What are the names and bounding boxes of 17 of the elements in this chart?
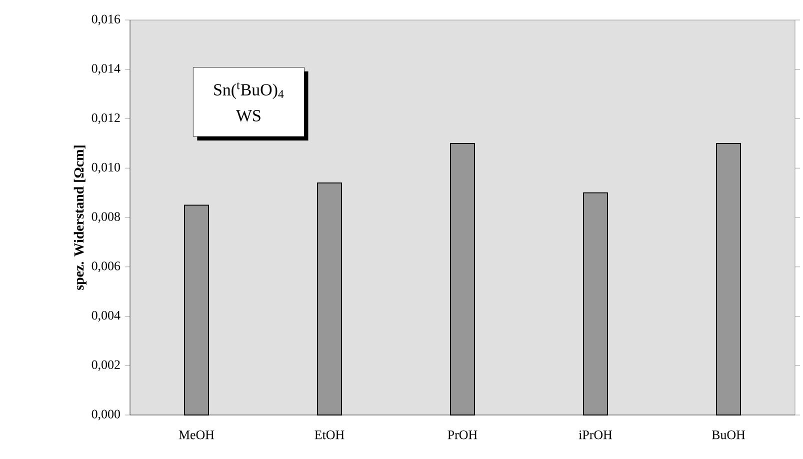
x-tick-label: MeOH bbox=[178, 430, 214, 440]
y-tick-label: 0,004 bbox=[92, 310, 120, 322]
y-tick-label: 0,016 bbox=[92, 14, 120, 26]
x-tick-label: iPrOH bbox=[578, 430, 612, 440]
y-tick-label: 0,010 bbox=[92, 162, 120, 174]
y-tick-label: 0,006 bbox=[92, 262, 120, 272]
y-tick-label: 0,008 bbox=[92, 212, 120, 223]
y-tick-label: 0,012 bbox=[92, 113, 120, 124]
x-tick-label: BuOH bbox=[712, 430, 746, 440]
x-tick-label: PrOH bbox=[448, 430, 478, 440]
annotation: Sn($^{t}$BuO)$_{4}$ bbox=[214, 82, 284, 99]
y-axis-title: spez. Widerstand [Ωcm] bbox=[74, 146, 87, 290]
annotation: WS bbox=[236, 110, 260, 122]
y-tick-label: 0,014 bbox=[92, 64, 120, 75]
x-tick-label: EtOH bbox=[314, 430, 344, 440]
y-tick-label: 0,000 bbox=[92, 410, 120, 420]
y-tick-label: 0,002 bbox=[92, 360, 120, 371]
